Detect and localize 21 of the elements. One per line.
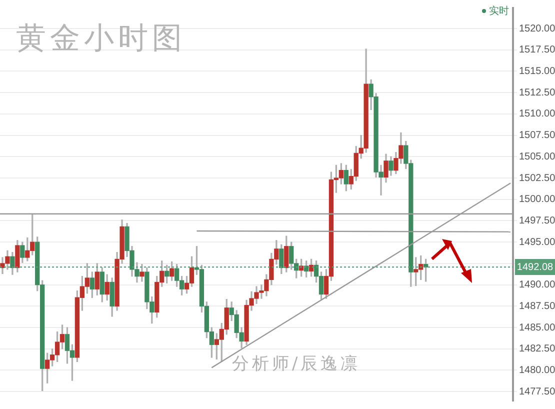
y-tick-label: 1485.00 (519, 322, 555, 334)
y-tick-label: 1517.50 (519, 44, 555, 56)
y-tick-label: 1495.00 (519, 236, 555, 248)
y-tick-label: 1515.00 (519, 66, 555, 77)
y-tick-label: 1482.50 (519, 344, 555, 355)
y-tick-label: 1512.50 (519, 87, 555, 98)
y-tick-label: 1500.00 (519, 194, 555, 206)
y-tick-label: 1487.50 (519, 300, 555, 312)
ref-line-label: 1492.08 (516, 262, 554, 273)
annotation: 实时 (489, 6, 509, 17)
y-tick-label: 1480.00 (519, 364, 555, 376)
y-tick-label: 1497.50 (519, 215, 555, 226)
y-tick-label: 1502.50 (519, 172, 555, 184)
y-tick-label: 1490.00 (519, 280, 555, 291)
y-tick-label: 1505.00 (519, 151, 555, 162)
y-tick-label: 1510.00 (519, 108, 555, 120)
y-tick-label: 1520.00 (519, 23, 555, 34)
text: 黄金小时图 (16, 20, 186, 58)
annotation: 分析师/辰逸凛 (232, 353, 361, 375)
y-tick-label: 1477.50 (519, 386, 555, 398)
y-tick-label: 1507.50 (519, 130, 555, 142)
